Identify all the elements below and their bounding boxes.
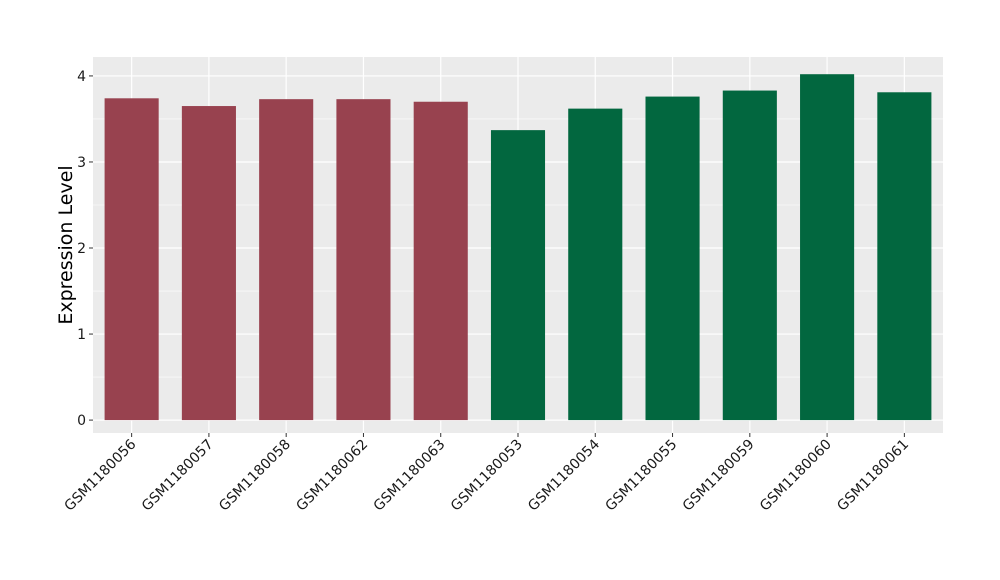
x-tick-label: GSM1180062 <box>293 437 371 515</box>
bar-GSM1180063 <box>413 101 468 421</box>
x-tick-label: GSM1180061 <box>834 437 912 515</box>
y-axis-title: Expression Level <box>55 165 77 324</box>
x-tick-label: GSM1180063 <box>371 437 449 515</box>
bar-GSM1180060 <box>800 74 855 421</box>
x-tick-label: GSM1180056 <box>62 436 140 514</box>
x-tick-label: GSM1180060 <box>757 437 835 515</box>
y-tick-label: 1 <box>77 327 86 343</box>
bar-GSM1180062 <box>336 99 391 421</box>
x-tick-label: GSM1180057 <box>139 437 217 515</box>
bar-GSM1180054 <box>568 108 623 421</box>
bar-GSM1180053 <box>490 130 546 421</box>
y-tick-label: 0 <box>77 413 86 429</box>
y-tick-label: 2 <box>77 241 86 257</box>
bar-GSM1180058 <box>259 99 314 421</box>
y-tick-label: 4 <box>77 69 86 85</box>
y-axis: 0 1 2 3 4 <box>77 69 93 429</box>
bar-GSM1180059 <box>722 90 777 421</box>
x-tick-label: GSM1180054 <box>525 436 603 514</box>
x-tick-label: GSM1180058 <box>216 437 294 515</box>
bars-group <box>104 74 932 421</box>
y-tick-label: 3 <box>77 155 86 171</box>
x-tick-label: GSM1180055 <box>602 437 680 515</box>
x-tick-label: GSM1180059 <box>680 437 758 515</box>
bar-GSM1180057 <box>181 106 236 421</box>
x-axis: GSM1180056 GSM1180057 GSM1180058 GSM1180062… <box>62 433 912 515</box>
bar-GSM1180055 <box>645 96 700 421</box>
bar-GSM1180061 <box>877 92 932 421</box>
x-tick-label: GSM1180053 <box>448 437 526 515</box>
bar-GSM1180056 <box>104 98 159 421</box>
